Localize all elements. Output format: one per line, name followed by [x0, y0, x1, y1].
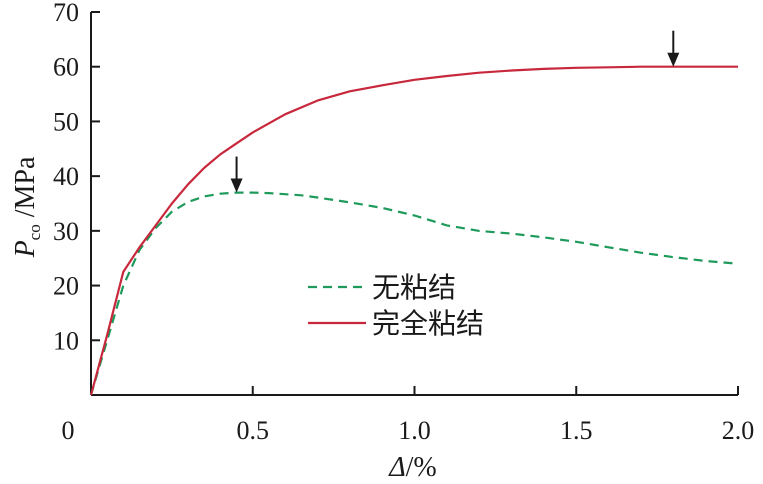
legend: 无粘结 完全粘结 — [308, 271, 484, 340]
series-line-unbonded — [89, 191, 739, 396]
peak-arrow-icon — [667, 30, 680, 67]
y-tick-label: 40 — [53, 162, 79, 191]
peak-arrow-icon — [230, 156, 243, 193]
x-tick-label: 1.5 — [560, 416, 593, 445]
y-axis-subscript: co — [25, 224, 44, 240]
x-tick-label: 0.5 — [237, 416, 270, 445]
y-axis-unit: /MPa — [10, 156, 41, 224]
y-tick-label: 70 — [53, 0, 79, 27]
y-axis-title: Pco /MPa — [10, 156, 44, 258]
x-axis-symbol: Δ — [388, 452, 405, 483]
y-tick-label: 20 — [53, 272, 79, 301]
series-line-fully-bonded — [89, 65, 738, 396]
x-tick-label: 2.0 — [722, 416, 755, 445]
series-lines — [89, 65, 739, 396]
y-axis-symbol: P — [10, 240, 41, 258]
x-tick-label: 0 — [62, 416, 75, 445]
axis-titles: Δ/% Pco /MPa — [10, 156, 437, 483]
legend-label-unbonded: 无粘结 — [372, 271, 456, 304]
x-axis-unit: /% — [406, 452, 437, 483]
y-tick-label: 50 — [53, 107, 79, 136]
arrow-head — [230, 178, 243, 193]
legend-label-fully-bonded: 完全粘结 — [372, 307, 484, 340]
y-tick-label: 30 — [53, 217, 79, 246]
annotations — [230, 30, 680, 193]
ticks: 10 20 30 40 50 60 70 0 0.5 1.0 1.5 2.0 — [53, 0, 754, 445]
y-tick-label: 10 — [53, 326, 79, 355]
arrow-head — [667, 52, 680, 67]
y-tick-label: 60 — [53, 53, 79, 82]
x-tick-label: 1.0 — [398, 416, 431, 445]
x-axis-title: Δ/% — [388, 452, 437, 483]
